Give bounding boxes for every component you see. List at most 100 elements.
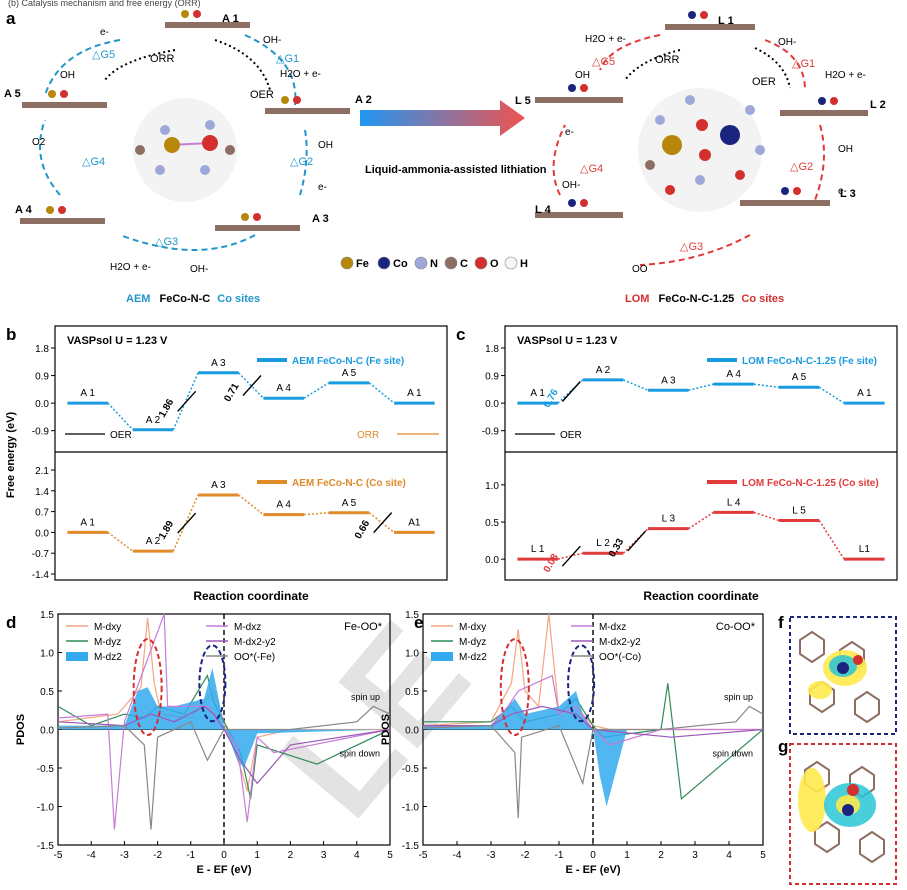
state-label: A 2 <box>355 94 372 106</box>
state-label: L 3 <box>662 514 676 525</box>
free-energy-chart-b: VASPsol U = 1.23 V -0.9 0.0 0.9 1.8 A 1 A 2 A 3… <box>5 325 448 603</box>
pdos-series <box>423 705 764 738</box>
oer-label: OER <box>110 430 132 441</box>
y-tick-label: -0.9 <box>32 427 50 438</box>
x-tick-label: 1 <box>254 850 260 861</box>
legend-label: M-dyz <box>94 637 121 648</box>
y-tick-label: 0.5 <box>485 518 499 529</box>
caption-cat: FeCo-N-C-1.25 <box>659 293 735 305</box>
energy-connector <box>818 386 845 404</box>
slab-l1 <box>665 11 755 30</box>
y-tick-label: -1.0 <box>37 803 55 814</box>
legend-label: M-dxz <box>599 622 626 633</box>
state-label: A 3 <box>211 358 226 369</box>
y-tick-label: 1.8 <box>485 344 499 355</box>
energy-connector <box>688 383 714 391</box>
slab-a2 <box>265 96 350 114</box>
spin-down-label: spin down <box>712 748 753 758</box>
dg5-label: △G5 <box>92 49 115 61</box>
legend-atom-icon <box>504 256 518 270</box>
y-tick-label: 0.9 <box>35 372 49 383</box>
x-tick-label: 4 <box>726 850 732 861</box>
energy-connector <box>368 512 395 533</box>
state-label: L 1 <box>531 544 545 555</box>
x-tick-label: 0 <box>221 850 227 861</box>
slab-a5 <box>22 90 107 108</box>
y-tick-label: -0.9 <box>482 427 500 438</box>
x-tick-label: 3 <box>692 850 698 861</box>
legend-label: M-dz2 <box>459 652 487 663</box>
free-energy-chart-c: VASPsol U = 1.23 V -0.9 0.0 0.9 1.8 A 1 A 2 A 3… <box>482 325 898 603</box>
spin-down-label: spin down <box>339 748 380 758</box>
y-tick-label: 1.5 <box>40 610 54 621</box>
panel-label-e: e <box>414 613 423 632</box>
energy-connector <box>172 494 199 552</box>
legend-atom-label: Co <box>393 258 408 270</box>
state-label: A 1 <box>407 388 422 399</box>
caption-site: Co sites <box>217 293 260 305</box>
caption-cat: FeCo-N-C <box>160 293 211 305</box>
legend-label: M-dx2-y2 <box>599 637 641 648</box>
legend-atom-label: N <box>430 258 438 270</box>
x-axis-label: E - EF (eV) <box>196 864 251 876</box>
step-arrow <box>177 512 197 534</box>
step-arrow <box>627 530 647 552</box>
x-tick-label: -3 <box>120 850 129 861</box>
state-label: A1 <box>408 517 421 528</box>
species-label: OH- <box>778 37 796 48</box>
state-label: L 1 <box>718 15 734 27</box>
legend-label: M-dxy <box>94 622 121 633</box>
state-label: L 3 <box>840 188 856 200</box>
top-subplot: -0.9 0.0 0.9 1.8 A 1 A 2 A 3 A 4 A 5 A 1 1.86 0.71 A… <box>32 344 439 441</box>
y-tick-label: 0.0 <box>405 726 419 737</box>
dg2-label: △G2 <box>790 161 813 173</box>
pdos-series <box>423 674 763 746</box>
oer-label: OER <box>752 76 776 88</box>
orr-label: ORR <box>655 54 680 66</box>
series-legend-label: LOM FeCo-N-C-1.25 (Co site) <box>742 478 879 489</box>
energy-connector <box>818 520 845 560</box>
state-label: L 2 <box>596 538 610 549</box>
panel-label-d: d <box>6 613 16 632</box>
legend-atom-icon <box>444 256 458 270</box>
state-label: L 4 <box>727 497 741 508</box>
y-tick-label: -1.4 <box>32 570 50 581</box>
step-arrow <box>242 375 262 396</box>
charge-density-f <box>789 616 897 735</box>
arrow-caption: Liquid-ammonia-assisted lithiation <box>365 164 547 176</box>
x-tick-label: 5 <box>387 850 393 861</box>
species-label: OH- <box>562 180 580 191</box>
species-label: OH <box>60 70 75 81</box>
state-label: A 3 <box>211 480 226 491</box>
state-label: A 2 <box>146 415 161 426</box>
slab-l4 <box>535 199 623 218</box>
y-tick-label: 0.5 <box>40 687 54 698</box>
y-tick-label: -1.5 <box>402 841 420 852</box>
y-tick-label: -1.5 <box>37 841 55 852</box>
y-tick-label: 1.4 <box>35 487 49 498</box>
chart-frame <box>504 325 898 581</box>
step-value: 0.33 <box>607 537 626 560</box>
state-label: A 1 <box>530 388 545 399</box>
species-label: H2O + e- <box>280 69 321 80</box>
spin-up-label: spin up <box>724 692 753 702</box>
state-label: L1 <box>859 544 871 555</box>
species-label: OH- <box>263 35 281 46</box>
oer-dotted <box>754 47 791 89</box>
x-tick-label: 5 <box>760 850 766 861</box>
state-label: A 5 <box>792 372 807 383</box>
energy-connector <box>172 372 199 431</box>
pdos-chart-e: -5 -4 -3 -2 -1 0 1 2 3 4 5 -1.5 -1.0 -0.5 0.0 0.5 1.0 1.5… <box>380 610 766 876</box>
state-label: A 4 <box>276 383 291 394</box>
state-label: L 5 <box>515 95 531 107</box>
y-tick-label: 0.0 <box>40 726 54 737</box>
fecon-lom-molecule <box>638 88 765 212</box>
dg3-label: △G3 <box>155 236 178 248</box>
pdos-chart-d: -5 -4 -3 -2 -1 0 1 2 3 4 5 -1.5 -1.0 -0.5 0.0 0.5 1.0 1.5… <box>15 610 393 876</box>
state-label: A 1 <box>80 388 95 399</box>
panel-label-a: a <box>6 9 16 28</box>
species-label: H2O + e- <box>585 34 626 45</box>
pdos-series-fill <box>423 691 763 807</box>
caption-site: Co sites <box>741 293 784 305</box>
state-label: L 4 <box>535 204 552 216</box>
